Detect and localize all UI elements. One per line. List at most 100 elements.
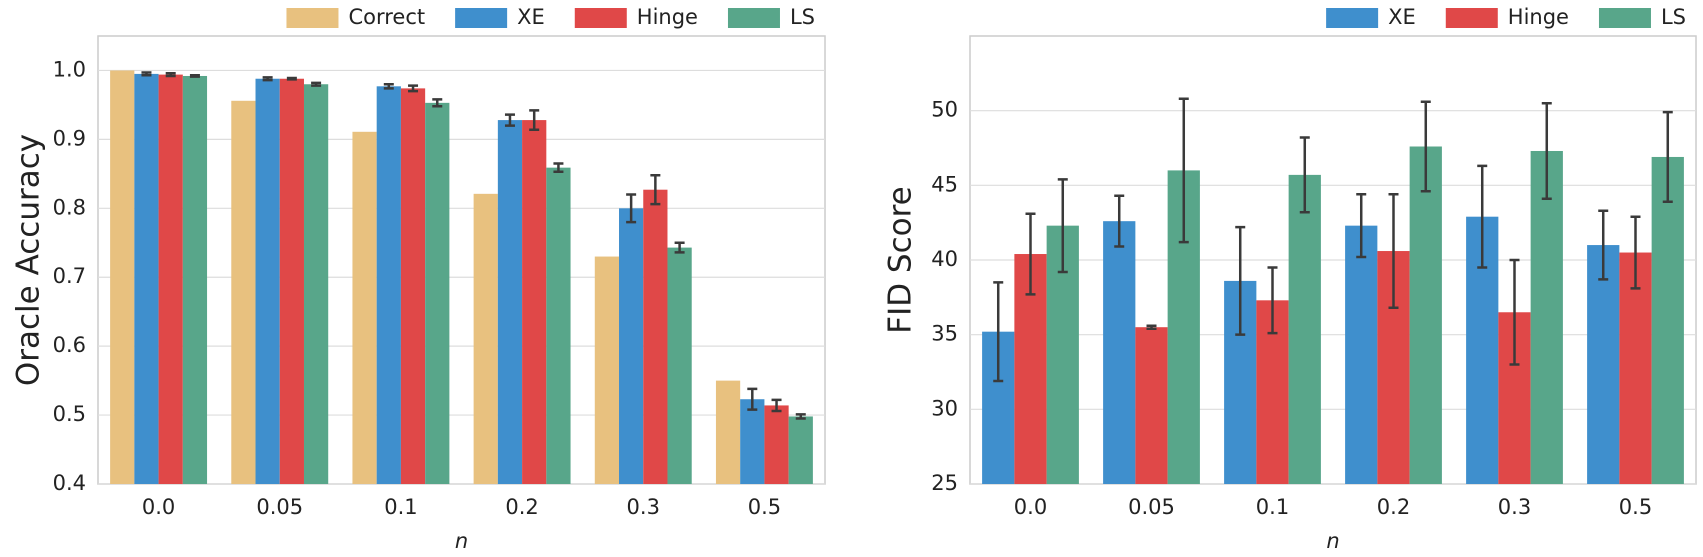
- legend-swatch: [1326, 8, 1379, 28]
- bar: [643, 189, 668, 484]
- legend-swatch: [574, 8, 627, 28]
- y-tick-label: 0.6: [53, 333, 86, 357]
- legend-label: Hinge: [1508, 5, 1569, 29]
- legend-swatch: [455, 8, 508, 28]
- bar: [158, 74, 183, 484]
- x-tick-label: 0.3: [1498, 495, 1531, 519]
- y-tick-label: 40: [931, 247, 958, 271]
- bar: [352, 131, 377, 484]
- legend-swatch: [727, 8, 780, 28]
- error-bar: [1598, 209, 1609, 281]
- error-bar: [141, 71, 152, 77]
- bar: [1103, 221, 1136, 484]
- error-bar: [1267, 266, 1278, 335]
- legend-label: Correct: [348, 5, 425, 29]
- legend-label: XE: [517, 5, 545, 29]
- bar: [303, 84, 329, 484]
- error-bar: [626, 193, 637, 224]
- error-bar: [311, 81, 322, 87]
- x-tick-label: 0.2: [1377, 495, 1410, 519]
- error-bar: [432, 98, 443, 108]
- y-tick-label: 0.7: [53, 264, 86, 288]
- bar: [1530, 150, 1563, 484]
- x-tick-label: 0.2: [505, 495, 538, 519]
- error-bar: [286, 76, 297, 81]
- bar: [1135, 327, 1168, 484]
- error-bar: [262, 76, 273, 82]
- error-bar: [650, 173, 661, 206]
- error-bar: [1057, 178, 1068, 274]
- error-bar: [1114, 194, 1125, 248]
- error-bar: [1388, 193, 1399, 310]
- bar: [110, 70, 135, 484]
- error-bar: [674, 241, 685, 254]
- bar: [667, 247, 692, 484]
- x-tick-label: 0.1: [1256, 495, 1289, 519]
- error-bar: [795, 413, 806, 420]
- bar: [1651, 156, 1684, 484]
- y-tick-label: 25: [931, 471, 958, 495]
- legend-swatch: [1598, 8, 1651, 28]
- error-bar: [1630, 215, 1641, 290]
- bar: [764, 405, 789, 484]
- bar: [715, 380, 741, 484]
- error-bar: [553, 162, 564, 174]
- y-tick-label: 50: [931, 98, 958, 122]
- error-bar: [408, 84, 419, 93]
- x-axis-label: n: [1326, 529, 1339, 553]
- y-tick-label: 1.0: [53, 57, 86, 81]
- y-tick-label: 0.8: [53, 195, 86, 219]
- error-bar: [993, 281, 1004, 383]
- legend-label: LS: [1661, 5, 1686, 29]
- x-tick-label: 0.0: [142, 495, 175, 519]
- error-bar: [1420, 100, 1431, 193]
- y-tick-label: 30: [931, 396, 958, 420]
- bar: [231, 100, 256, 484]
- plot-area: [97, 35, 826, 485]
- bar: [279, 78, 304, 485]
- error-bar: [504, 113, 515, 127]
- x-tick-label: 0.0: [1014, 495, 1047, 519]
- bar: [425, 102, 450, 485]
- x-tick-label: 0.1: [384, 495, 417, 519]
- bar: [497, 120, 523, 484]
- y-axis-label: FID Score: [883, 186, 919, 334]
- y-tick-label: 0.4: [53, 471, 86, 495]
- y-axis-label: Oracle Accuracy: [11, 134, 47, 386]
- error-bar: [1541, 101, 1552, 201]
- bar: [376, 86, 401, 484]
- x-axis-label: n: [455, 529, 468, 553]
- legend-label: XE: [1388, 5, 1416, 29]
- y-tick-label: 0.5: [53, 402, 86, 426]
- bar: [594, 256, 620, 484]
- bar: [1345, 225, 1378, 485]
- bar: [546, 167, 571, 485]
- bar: [182, 75, 208, 484]
- error-bar: [1509, 258, 1520, 366]
- legend-swatch: [1445, 8, 1498, 28]
- error-bar: [1025, 212, 1036, 296]
- x-tick-label: 0.3: [627, 495, 660, 519]
- y-tick-label: 0.9: [53, 126, 86, 150]
- x-tick-label: 0.5: [748, 495, 781, 519]
- bar: [619, 208, 644, 485]
- x-tick-label: 0.05: [1128, 495, 1175, 519]
- error-bar: [1662, 110, 1673, 204]
- error-bar: [1477, 164, 1488, 269]
- legend-swatch: [286, 8, 339, 28]
- legend-label: LS: [790, 5, 815, 29]
- error-bar: [529, 109, 540, 131]
- x-tick-label: 0.05: [256, 495, 303, 519]
- y-tick-label: 45: [931, 172, 958, 196]
- error-bar: [189, 74, 200, 78]
- error-bar: [165, 71, 176, 78]
- bar: [1288, 174, 1321, 484]
- x-tick-label: 0.5: [1619, 495, 1652, 519]
- error-bar: [1178, 97, 1189, 244]
- bar: [740, 399, 765, 484]
- bar: [1409, 146, 1442, 485]
- bar: [1619, 252, 1652, 484]
- error-bar: [747, 387, 758, 411]
- bar: [788, 416, 813, 484]
